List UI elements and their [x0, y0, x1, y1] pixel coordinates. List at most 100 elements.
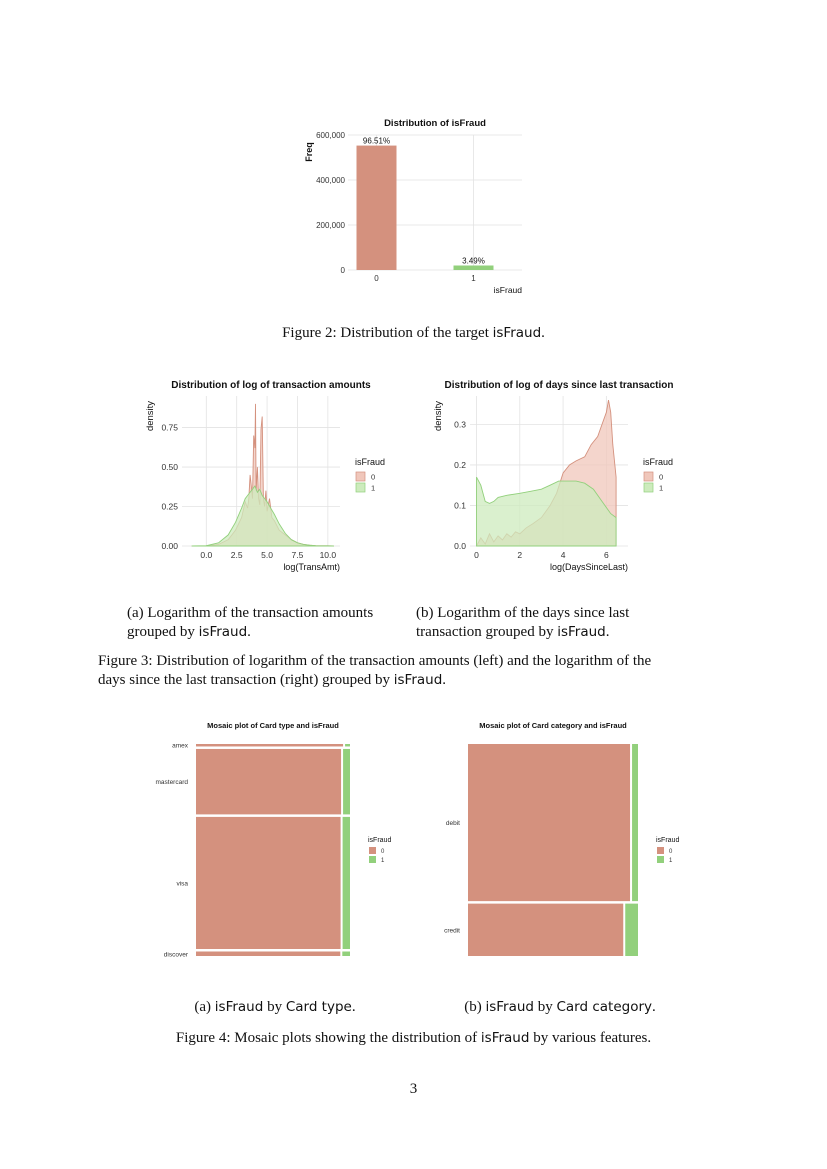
x-tick-label: 2.5	[231, 550, 243, 560]
y-tick-label: 0	[341, 266, 346, 275]
chart-title: Mosaic plot of Card type and isFraud	[207, 721, 339, 730]
subcaption-text: transaction grouped by	[416, 624, 558, 640]
subcaption-line: transaction grouped by isFraud.	[416, 623, 696, 642]
mosaic-cell-mastercard-1	[343, 748, 350, 815]
y-tick-label: 0.2	[454, 460, 466, 470]
x-tick-label: 0	[374, 274, 379, 283]
legend-swatch-0	[369, 847, 376, 854]
y-axis-label: Freq	[304, 142, 314, 162]
category-label: visa	[176, 880, 188, 887]
x-axis-label: isFraud	[494, 285, 523, 295]
subcaption-var: Card type	[285, 999, 352, 1015]
caption-text: days since the last transaction (right) …	[98, 672, 394, 688]
card-category-mosaic: Mosaic plot of Card category and isFraud…	[444, 721, 679, 956]
mosaic-cell-debit-1	[632, 744, 638, 902]
y-tick-label: 0.50	[161, 462, 178, 472]
density-area-1	[476, 476, 617, 547]
y-tick-label: 0.00	[161, 541, 178, 551]
y-tick-label: 600,000	[316, 131, 345, 140]
subcaption-text: .	[652, 999, 656, 1015]
category-label: debit	[446, 820, 460, 827]
mosaic-cell-amex-0	[196, 744, 344, 747]
figure-4-caption: Figure 4: Mosaic plots showing the distr…	[0, 1029, 827, 1048]
category-label: mastercard	[155, 779, 188, 786]
subcaption-line: (a) Logarithm of the transaction amounts	[127, 605, 374, 621]
y-tick-label: 0.25	[161, 502, 178, 512]
y-tick-label: 0.1	[454, 500, 466, 510]
legend-title: isFraud	[368, 837, 391, 844]
category-label: amex	[172, 743, 189, 750]
y-tick-label: 200,000	[316, 221, 345, 230]
caption-var: isFraud	[393, 672, 443, 688]
mosaic-cell-debit-0	[468, 744, 631, 902]
chart-title: Distribution of log of days since last t…	[445, 380, 674, 391]
legend-label: 1	[659, 484, 663, 493]
subcaption-text: by	[533, 999, 557, 1015]
subcaption-line: grouped by isFraud.	[127, 623, 407, 642]
x-tick-label: 7.5	[292, 550, 304, 560]
x-tick-label: 10.0	[320, 550, 337, 560]
legend-label: 0	[669, 849, 673, 855]
figure-3-caption: Figure 3: Distribution of logarithm of t…	[98, 652, 738, 690]
y-tick-label: 0.75	[161, 423, 178, 433]
transamt-density-chart: Distribution of log of transaction amoun…	[145, 380, 385, 572]
mosaic-cell-discover-1	[342, 951, 350, 956]
density-area-1	[191, 485, 334, 547]
subcaption-text: .	[605, 624, 610, 640]
mosaic-cell-credit-0	[468, 903, 624, 956]
chart-title: Distribution of isFraud	[384, 118, 486, 129]
legend-label: 0	[371, 473, 375, 482]
legend-swatch-0	[657, 847, 664, 854]
x-tick-label: 6	[604, 550, 609, 560]
legend-title: isFraud	[656, 837, 679, 844]
caption-text: Figure 4: Mosaic plots showing the distr…	[175, 1030, 481, 1046]
subcaption-text: (a)	[194, 999, 215, 1015]
y-tick-label: 0.3	[454, 419, 466, 429]
legend-swatch-1	[369, 856, 376, 863]
mosaic-cell-discover-0	[196, 951, 341, 956]
legend-label: 1	[669, 858, 673, 864]
y-tick-label: 400,000	[316, 176, 345, 185]
x-tick-label: 2	[517, 550, 522, 560]
figure-4b-subcaption: (b) isFraud by Card category.	[420, 998, 700, 1017]
legend-label: 1	[371, 484, 375, 493]
data-label: 96.51%	[363, 137, 390, 146]
caption-var: isFraud	[492, 325, 542, 341]
x-tick-label: 0.0	[200, 550, 212, 560]
y-axis-label: density	[433, 401, 444, 431]
caption-var: isFraud	[480, 1030, 530, 1046]
subcaption-text: .	[247, 624, 251, 640]
legend-swatch-1	[643, 482, 654, 493]
subcaption-text: .	[351, 999, 356, 1015]
figure-3a-subcaption: (a) Logarithm of the transaction amounts…	[127, 604, 407, 642]
x-tick-label: 1	[471, 274, 476, 283]
page-number: 3	[409, 1081, 418, 1097]
y-tick-label: 0.0	[454, 541, 466, 551]
caption-line: Figure 3: Distribution of logarithm of t…	[98, 653, 652, 669]
category-label: credit	[444, 927, 460, 934]
subcaption-var: isFraud	[198, 624, 248, 640]
mosaic-cell-amex-1	[345, 744, 350, 747]
chart-title: Mosaic plot of Card category and isFraud	[479, 721, 627, 730]
bar-0	[356, 145, 397, 270]
caption-text: by various features.	[529, 1030, 652, 1046]
figure-3b-subcaption: (b) Logarithm of the days since last tra…	[416, 604, 696, 642]
caption-line: days since the last transaction (right) …	[98, 671, 738, 690]
caption-text: Figure 2: Distribution of the target	[282, 325, 493, 341]
legend-label: 1	[381, 858, 385, 864]
mosaic-cell-credit-1	[625, 903, 638, 956]
subcaption-line: (b) Logarithm of the days since last	[416, 605, 630, 621]
legend-swatch-1	[657, 856, 664, 863]
legend-label: 0	[659, 473, 663, 482]
caption-text: .	[541, 325, 545, 341]
category-label: discover	[164, 951, 189, 958]
mosaic-cell-visa-1	[342, 816, 350, 950]
data-label: 3.49%	[462, 257, 485, 266]
subcaption-var: isFraud	[485, 999, 534, 1015]
mosaic-cell-mastercard-0	[196, 748, 342, 815]
chart-title: Distribution of log of transaction amoun…	[171, 380, 371, 391]
figure-4a-subcaption: (a) isFraud by Card type.	[140, 998, 410, 1017]
subcaption-text: (b)	[464, 999, 486, 1015]
subcaption-var: isFraud	[214, 999, 264, 1015]
legend-swatch-0	[643, 471, 654, 482]
